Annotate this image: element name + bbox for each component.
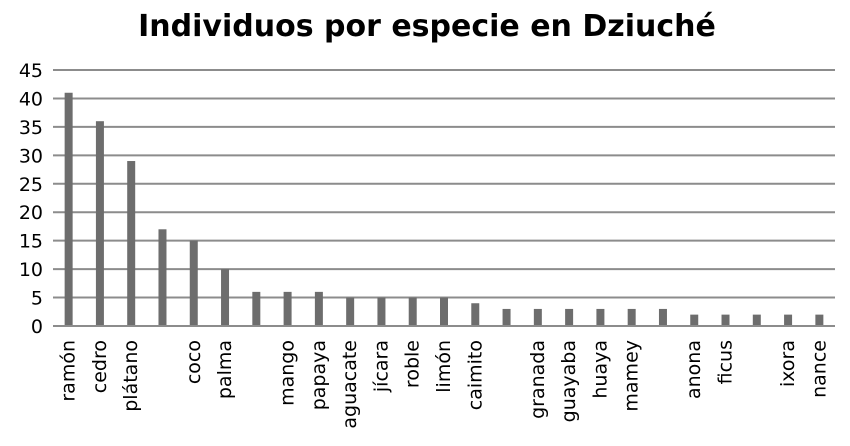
y-tick-label: 30 xyxy=(19,145,43,167)
category-label: limón xyxy=(433,340,455,393)
y-tick-label: 20 xyxy=(19,202,43,224)
category-label: caimito xyxy=(464,340,486,410)
category-label: mango xyxy=(277,340,299,406)
category-label: ficus xyxy=(715,340,737,384)
gridlines xyxy=(53,69,835,299)
bar xyxy=(377,297,386,326)
bar xyxy=(283,291,292,326)
bar xyxy=(502,308,511,326)
bar xyxy=(346,297,355,326)
y-axis-ticks: 0 5 10 15 20 25 30 35 40 45 xyxy=(19,60,43,338)
bar xyxy=(627,308,636,326)
bar xyxy=(127,161,136,326)
category-label: aguacate xyxy=(339,340,361,429)
bar xyxy=(784,314,793,326)
category-label: mamey xyxy=(621,340,643,412)
bar xyxy=(658,308,667,326)
bar xyxy=(596,308,605,326)
category-label: jícara xyxy=(370,340,392,393)
category-label: plátano xyxy=(120,340,142,412)
y-tick-label: 45 xyxy=(19,60,43,82)
bar xyxy=(721,314,730,326)
bar xyxy=(221,269,230,326)
bar xyxy=(189,240,198,326)
bar xyxy=(533,308,542,326)
y-tick-label: 5 xyxy=(31,288,43,310)
category-label: ixora xyxy=(777,340,799,387)
y-tick-label: 15 xyxy=(19,231,43,253)
bar xyxy=(158,229,167,326)
bar xyxy=(471,303,480,326)
category-label: nance xyxy=(808,340,830,398)
category-label: huaya xyxy=(589,340,611,399)
category-label: ramón xyxy=(58,340,80,402)
bar xyxy=(314,291,323,326)
bars xyxy=(64,92,824,326)
category-label: granada xyxy=(527,340,549,419)
bar xyxy=(752,314,761,326)
bar xyxy=(690,314,699,326)
bar xyxy=(408,297,417,326)
y-tick-label: 0 xyxy=(31,316,43,338)
y-tick-label: 10 xyxy=(19,259,43,281)
category-labels: ramón cedro plátano coco palma mango papaya agu… xyxy=(58,340,831,429)
category-label: palma xyxy=(214,340,236,399)
category-label: guayaba xyxy=(558,340,580,422)
chart-title: Individuos por especie en Dziuché xyxy=(138,9,716,44)
y-tick-label: 40 xyxy=(19,88,43,110)
bar xyxy=(64,92,73,326)
y-tick-label: 35 xyxy=(19,117,43,139)
bar xyxy=(95,121,104,326)
bar xyxy=(815,314,824,326)
category-label: roble xyxy=(402,340,424,388)
category-label: anona xyxy=(683,340,705,399)
bar xyxy=(252,291,261,326)
bar xyxy=(440,297,448,326)
category-label: cedro xyxy=(89,340,111,393)
bar xyxy=(565,308,574,326)
y-tick-label: 25 xyxy=(19,174,43,196)
category-label: coco xyxy=(183,340,205,384)
category-label: papaya xyxy=(308,340,330,410)
